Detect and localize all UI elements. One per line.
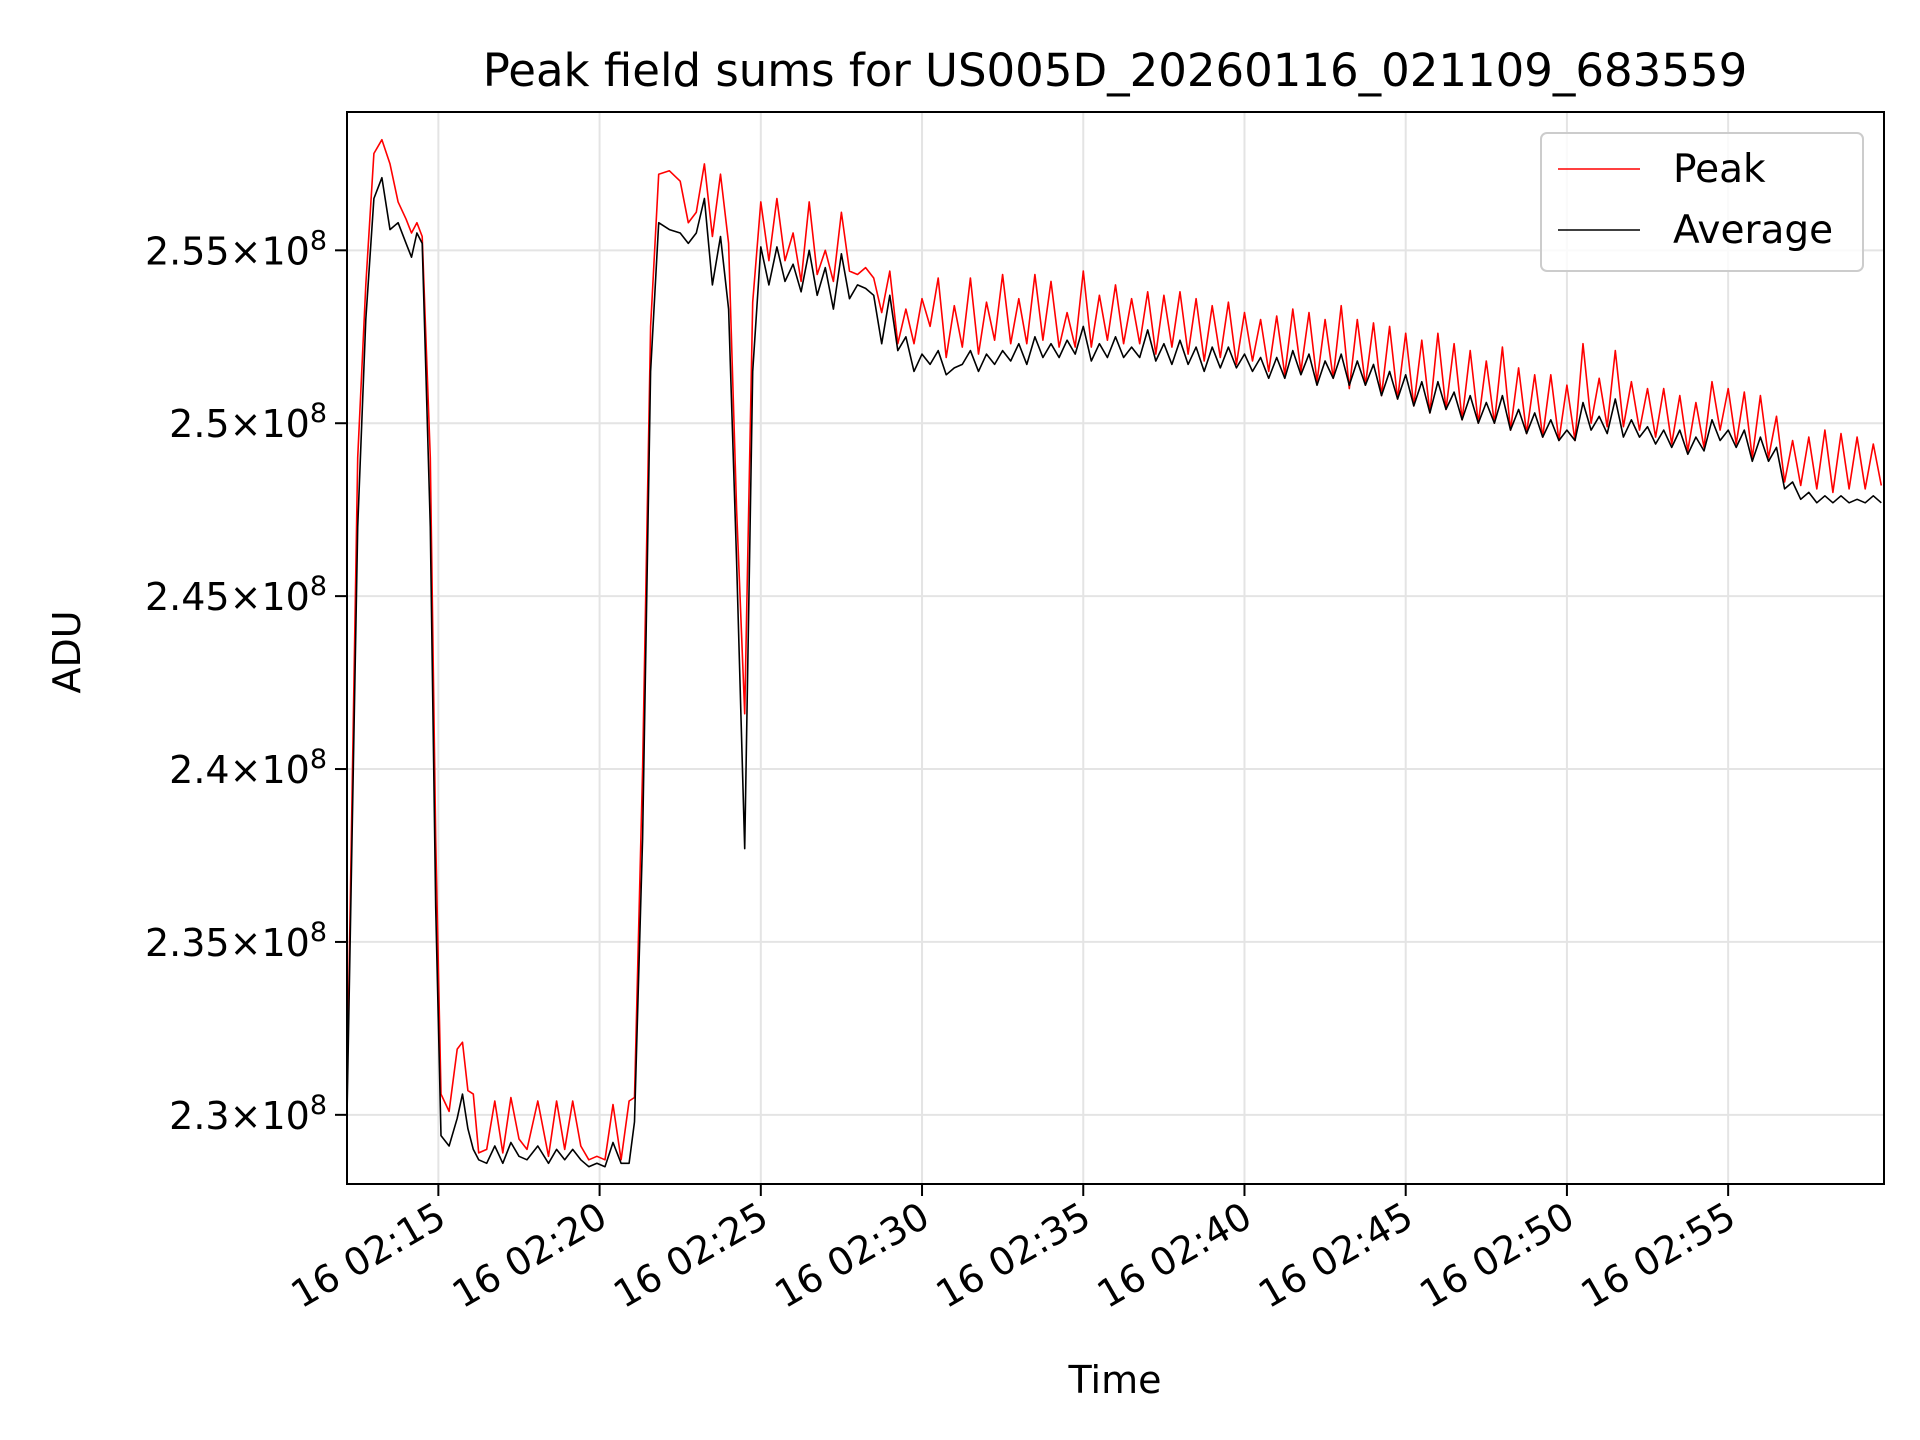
plot-frame [346,111,1885,1185]
legend-box [1540,132,1864,272]
y-tick-label: 2.5×108 [169,398,327,446]
y-tick-label: 2.45×108 [145,571,327,619]
x-axis-label: Time [1068,1358,1162,1402]
y-tick-label: 2.35×108 [145,917,327,965]
series-layer [347,138,1883,1168]
y-tick-label: 2.4×108 [169,744,327,792]
legend-label-average: Average [1673,208,1833,253]
legend: Peak Average [1540,132,1864,272]
y-tick-label: 2.3×108 [169,1090,327,1138]
chart-title: Peak field sums for US005D_20260116_0211… [483,44,1747,97]
y-axis-label: ADU [45,610,89,693]
series-line-peak [347,138,1883,1161]
legend-label-peak: Peak [1673,147,1766,192]
y-axis: 2.3×108 2.35×108 2.4×108 2.45×108 2.5×108 2.5… [145,225,347,1138]
series-line-average [347,176,1882,1168]
grid [347,112,1884,1184]
y-tick-label: 2.55×108 [145,225,327,273]
